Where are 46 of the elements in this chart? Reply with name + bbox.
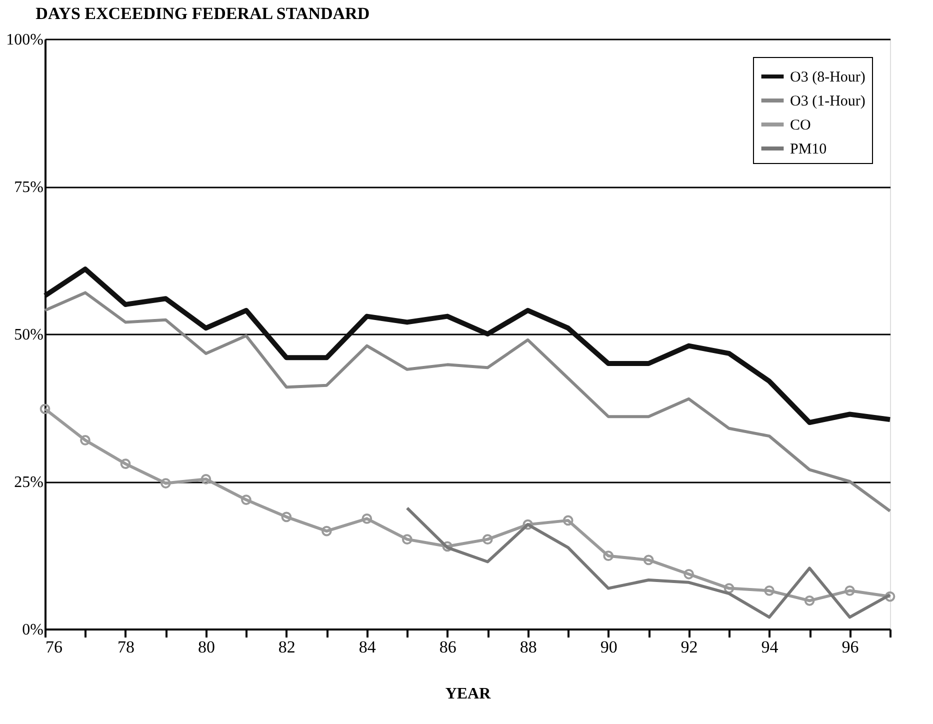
point xyxy=(643,554,654,566)
point xyxy=(724,583,734,594)
point xyxy=(241,494,252,505)
x-tick-label: 84 xyxy=(358,638,376,656)
y-tick-label: 0% xyxy=(22,622,44,638)
point xyxy=(362,513,372,524)
x-tick-label: 88 xyxy=(520,638,537,656)
point xyxy=(281,512,292,522)
point xyxy=(844,585,855,596)
y-tick-label: 25% xyxy=(14,474,44,491)
line-series xyxy=(406,506,892,619)
point xyxy=(482,534,493,544)
x-tick-label: 96 xyxy=(842,638,859,656)
legend-label: CO xyxy=(790,118,812,134)
point xyxy=(603,550,614,562)
point xyxy=(402,534,412,544)
point xyxy=(80,435,90,446)
y-tick-label: 50% xyxy=(14,326,44,344)
point xyxy=(442,541,453,552)
y-tick-label: 100% xyxy=(6,32,44,48)
x-tick-label: 80 xyxy=(198,638,215,656)
point xyxy=(804,596,815,606)
legend-label: O3 (1-Hour) xyxy=(790,94,866,110)
x-tick-label: 86 xyxy=(439,638,456,656)
point xyxy=(684,568,694,580)
point xyxy=(200,474,212,484)
legend-label: O3 (8-Hour) xyxy=(790,70,866,86)
point xyxy=(884,591,896,602)
point xyxy=(522,519,534,530)
x-tick-label: 78 xyxy=(117,638,134,656)
x-tick-label: 90 xyxy=(600,638,618,656)
x-tick-label: 76 xyxy=(46,638,62,656)
chart-title: DAYS EXCEEDING FEDERAL STANDARD xyxy=(36,4,370,23)
point xyxy=(562,515,574,526)
point xyxy=(40,404,50,414)
point xyxy=(120,458,131,469)
point xyxy=(160,478,171,488)
y-tick-label: 75% xyxy=(14,179,44,196)
x-tick-label: 94 xyxy=(761,638,779,656)
x-axis-title: YEAR xyxy=(445,686,492,702)
legend-label: PM10 xyxy=(790,142,827,158)
point xyxy=(764,585,774,596)
x-tick-label: 92 xyxy=(680,638,698,656)
x-tick-label: 82 xyxy=(278,638,296,656)
line-series xyxy=(44,291,892,512)
point xyxy=(321,526,332,536)
